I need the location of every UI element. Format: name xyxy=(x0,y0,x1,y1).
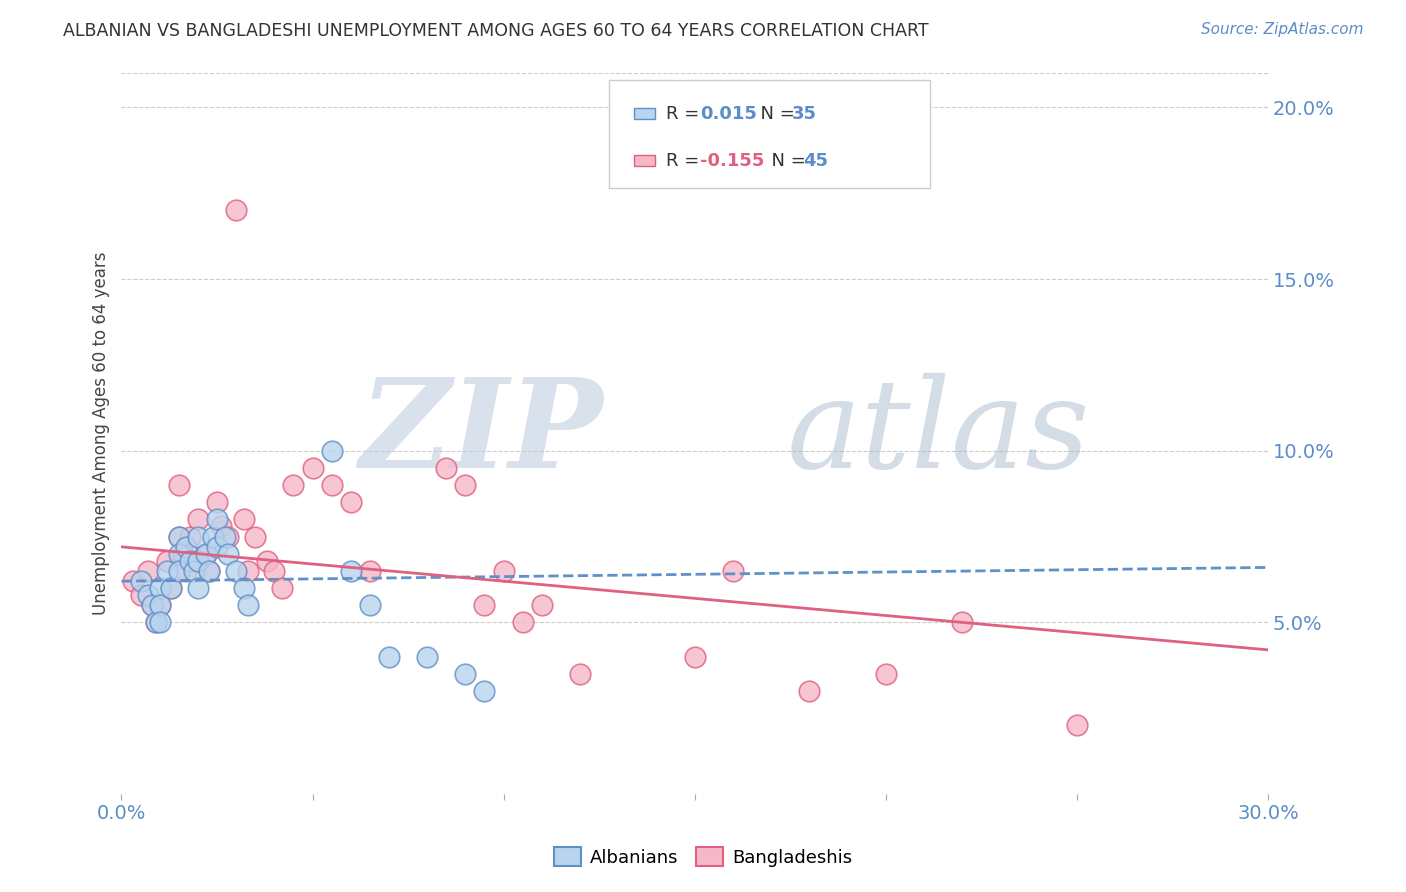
Text: N =: N = xyxy=(761,152,811,169)
Point xyxy=(202,529,225,543)
Text: 35: 35 xyxy=(792,104,817,122)
Point xyxy=(232,512,254,526)
Point xyxy=(141,598,163,612)
Point xyxy=(271,581,294,595)
Point xyxy=(359,598,381,612)
Point xyxy=(129,574,152,589)
Point xyxy=(283,478,305,492)
Point xyxy=(416,649,439,664)
Text: R =: R = xyxy=(666,152,704,169)
Point xyxy=(721,564,744,578)
Point xyxy=(225,564,247,578)
Point xyxy=(950,615,973,630)
Point xyxy=(172,547,194,561)
Point xyxy=(156,553,179,567)
Point xyxy=(217,529,239,543)
Point xyxy=(167,529,190,543)
Point xyxy=(183,564,205,578)
Point xyxy=(339,564,361,578)
Point xyxy=(799,684,821,698)
Text: ALBANIAN VS BANGLADESHI UNEMPLOYMENT AMONG AGES 60 TO 64 YEARS CORRELATION CHART: ALBANIAN VS BANGLADESHI UNEMPLOYMENT AMO… xyxy=(63,22,929,40)
Point xyxy=(245,529,267,543)
Text: 0.015: 0.015 xyxy=(700,104,758,122)
FancyBboxPatch shape xyxy=(634,108,655,120)
Point xyxy=(512,615,534,630)
Text: 45: 45 xyxy=(804,152,828,169)
Text: N =: N = xyxy=(748,104,800,122)
FancyBboxPatch shape xyxy=(634,154,655,166)
Point xyxy=(129,588,152,602)
Point xyxy=(301,461,323,475)
Text: -0.155: -0.155 xyxy=(700,152,765,169)
Point xyxy=(187,581,209,595)
Point xyxy=(321,478,343,492)
Point xyxy=(149,598,172,612)
Point xyxy=(683,649,706,664)
Point xyxy=(167,564,190,578)
Point xyxy=(569,666,592,681)
Point xyxy=(179,553,201,567)
Point xyxy=(530,598,553,612)
Legend: Albanians, Bangladeshis: Albanians, Bangladeshis xyxy=(547,840,859,874)
Text: atlas: atlas xyxy=(786,373,1090,494)
Point xyxy=(256,553,278,567)
Text: ZIP: ZIP xyxy=(359,373,603,494)
Point xyxy=(176,540,198,554)
Point xyxy=(474,598,496,612)
Point xyxy=(321,443,343,458)
Y-axis label: Unemployment Among Ages 60 to 64 years: Unemployment Among Ages 60 to 64 years xyxy=(93,252,110,615)
Point xyxy=(160,581,183,595)
Point xyxy=(160,581,183,595)
Point xyxy=(141,598,163,612)
Point xyxy=(434,461,457,475)
Point xyxy=(339,495,361,509)
Point xyxy=(167,478,190,492)
Point xyxy=(232,581,254,595)
Point xyxy=(156,564,179,578)
Point xyxy=(1066,718,1088,732)
Point xyxy=(176,564,198,578)
Point xyxy=(194,547,217,561)
Point xyxy=(149,581,172,595)
Point xyxy=(205,495,228,509)
Text: R =: R = xyxy=(666,104,704,122)
Point xyxy=(167,529,190,543)
Point xyxy=(225,203,247,218)
Point xyxy=(187,512,209,526)
Point xyxy=(209,519,232,533)
Point xyxy=(198,564,221,578)
Point xyxy=(378,649,401,664)
Point xyxy=(236,598,259,612)
Point xyxy=(217,547,239,561)
Point xyxy=(236,564,259,578)
Point xyxy=(205,512,228,526)
Text: Source: ZipAtlas.com: Source: ZipAtlas.com xyxy=(1201,22,1364,37)
Point xyxy=(179,529,201,543)
Point xyxy=(454,478,477,492)
Point xyxy=(492,564,515,578)
Point xyxy=(263,564,285,578)
Point xyxy=(149,615,172,630)
Point xyxy=(194,547,217,561)
Point xyxy=(198,564,221,578)
Point xyxy=(187,553,209,567)
Point xyxy=(136,588,159,602)
Point xyxy=(359,564,381,578)
Point xyxy=(167,547,190,561)
FancyBboxPatch shape xyxy=(609,80,929,188)
Point xyxy=(187,553,209,567)
Point xyxy=(454,666,477,681)
Point xyxy=(149,598,172,612)
Point xyxy=(187,529,209,543)
Point xyxy=(214,529,236,543)
Point xyxy=(474,684,496,698)
Point xyxy=(145,615,167,630)
Point xyxy=(145,615,167,630)
Point xyxy=(122,574,145,589)
Point xyxy=(136,564,159,578)
Point xyxy=(205,540,228,554)
Point xyxy=(875,666,897,681)
